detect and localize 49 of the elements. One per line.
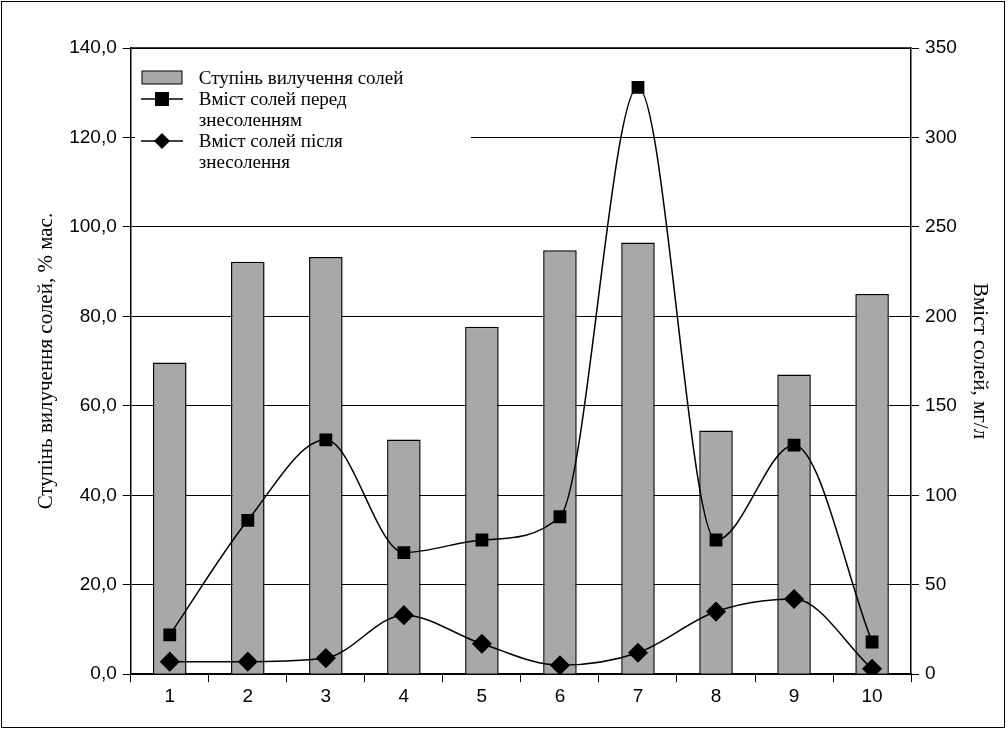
y2-tick-label: 150 — [925, 394, 957, 416]
point — [238, 651, 258, 672]
y-axis-title: Ступінь вилучення солей, % мас. — [33, 212, 58, 510]
x-tick-label: 1 — [164, 684, 176, 706]
point — [628, 642, 648, 663]
x-tick-label: 8 — [710, 684, 722, 706]
point — [550, 655, 570, 675]
y-tick-label: 60,0 — [79, 394, 117, 416]
x-tick-label: 10 — [861, 684, 883, 706]
y-tick-label: 100,0 — [69, 215, 117, 237]
point — [787, 438, 801, 452]
y2-axis-title: Вміст солей, мг/л — [968, 283, 993, 440]
point — [319, 433, 333, 447]
y-tick-label: 120,0 — [69, 125, 117, 147]
point — [160, 651, 180, 672]
x-tick-label: 2 — [242, 684, 254, 706]
point — [241, 513, 255, 527]
point — [862, 659, 882, 675]
y2-tick-label: 100 — [925, 483, 957, 505]
y2-tick-label: 200 — [925, 304, 957, 326]
point — [784, 589, 804, 609]
point — [475, 533, 489, 547]
point — [163, 628, 177, 642]
point — [631, 80, 645, 94]
legend-label: Вміст солей після знесолення — [198, 130, 344, 172]
x-tick-label: 9 — [788, 684, 800, 706]
x-tick-label: 7 — [632, 684, 644, 706]
point — [472, 634, 492, 654]
y-tick-label: 140,0 — [69, 36, 117, 58]
point — [316, 648, 336, 668]
point — [553, 510, 567, 524]
x-tick-label: 6 — [554, 684, 566, 706]
y-tick-label: 80,0 — [79, 304, 117, 326]
legend-label: Ступінь вилучення солей — [198, 67, 404, 88]
y2-tick-label: 0 — [925, 662, 936, 684]
y2-tick-label: 50 — [925, 572, 947, 594]
y2-tick-label: 350 — [925, 36, 957, 58]
x-tick-label: 4 — [398, 684, 410, 706]
y-tick-label: 0,0 — [90, 662, 117, 684]
y-tick-label: 20,0 — [79, 572, 117, 594]
point — [397, 546, 411, 559]
x-tick-label: 5 — [476, 684, 488, 706]
x-tick-label: 3 — [320, 684, 332, 706]
point — [394, 605, 414, 625]
y2-tick-label: 250 — [925, 215, 957, 237]
y-tick-label: 40,0 — [79, 483, 117, 505]
y2-tick-label: 300 — [925, 125, 957, 147]
point — [706, 601, 726, 622]
legend-label: Вміст солей перед знесоленням — [198, 88, 348, 130]
